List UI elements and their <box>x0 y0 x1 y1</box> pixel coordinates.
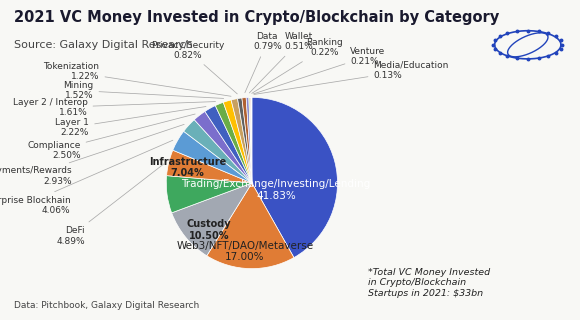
Text: Wallet
0.51%: Wallet 0.51% <box>249 32 313 93</box>
Text: Source: Galaxy Digital Research: Source: Galaxy Digital Research <box>14 40 193 50</box>
Text: Media/Education
0.13%: Media/Education 0.13% <box>254 60 449 94</box>
Text: Mining
1.52%: Mining 1.52% <box>63 81 224 100</box>
Text: Custody
10.50%: Custody 10.50% <box>187 219 231 241</box>
Wedge shape <box>173 131 252 183</box>
Wedge shape <box>252 97 338 258</box>
Text: Data: Pitchbook, Galaxy Digital Research: Data: Pitchbook, Galaxy Digital Research <box>14 301 200 310</box>
Text: Tokenization
1.22%: Tokenization 1.22% <box>44 62 231 96</box>
Wedge shape <box>207 183 294 268</box>
Wedge shape <box>231 99 252 183</box>
Wedge shape <box>184 120 252 183</box>
Wedge shape <box>205 106 252 183</box>
Text: Compliance
2.50%: Compliance 2.50% <box>27 114 195 160</box>
Text: Data
0.79%: Data 0.79% <box>245 32 282 93</box>
Wedge shape <box>215 102 252 183</box>
Text: Layer 2 / Interop
1.61%: Layer 2 / Interop 1.61% <box>13 98 216 117</box>
Wedge shape <box>250 97 252 183</box>
Text: Infrastructure
7.04%: Infrastructure 7.04% <box>149 157 226 178</box>
Text: Privacy/Security
0.82%: Privacy/Security 0.82% <box>151 41 237 94</box>
Wedge shape <box>172 183 252 256</box>
Text: Banking
0.22%: Banking 0.22% <box>252 38 343 93</box>
Wedge shape <box>223 100 252 183</box>
Wedge shape <box>251 97 252 183</box>
Text: Web3/NFT/DAO/Metaverse
17.00%: Web3/NFT/DAO/Metaverse 17.00% <box>176 241 314 262</box>
Text: Enterprise Blockhain
4.06%: Enterprise Blockhain 4.06% <box>0 140 173 215</box>
Wedge shape <box>249 97 252 183</box>
Wedge shape <box>166 176 252 213</box>
Text: *Total VC Money Invested
in Crypto/Blockchain
Startups in 2021: $33bn: *Total VC Money Invested in Crypto/Block… <box>368 268 491 298</box>
Text: Trading/Exchange/Investing/Lending
41.83%: Trading/Exchange/Investing/Lending 41.83… <box>181 179 371 201</box>
Text: Venture
0.21%: Venture 0.21% <box>253 47 386 94</box>
Text: 2021 VC Money Invested in Crypto/Blockchain by Category: 2021 VC Money Invested in Crypto/Blockch… <box>14 10 500 25</box>
Wedge shape <box>242 98 252 183</box>
Text: Layer 1
2.22%: Layer 1 2.22% <box>55 107 206 137</box>
Wedge shape <box>246 97 252 183</box>
Text: Payments/Rewards
2.93%: Payments/Rewards 2.93% <box>0 124 184 186</box>
Wedge shape <box>238 98 252 183</box>
Wedge shape <box>166 150 252 183</box>
Wedge shape <box>194 111 252 183</box>
Text: DeFi
4.89%: DeFi 4.89% <box>56 164 164 246</box>
